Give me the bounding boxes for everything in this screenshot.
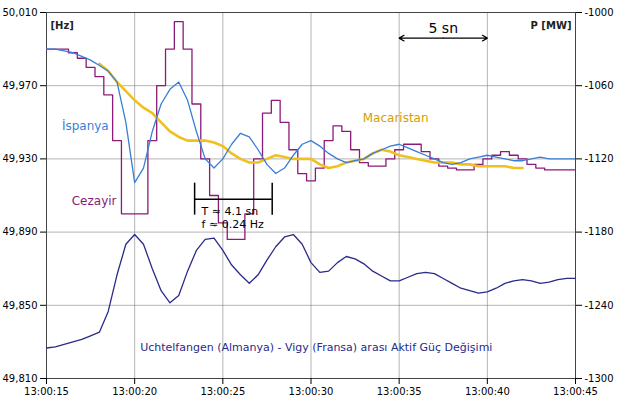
svg-text:T ≈ 4.1 sn: T ≈ 4.1 sn	[201, 205, 259, 218]
svg-text:49,890: 49,890	[3, 226, 38, 237]
svg-text:13:00:45: 13:00:45	[553, 386, 598, 397]
svg-text:13:00:15: 13:00:15	[24, 386, 69, 397]
svg-text:13:00:40: 13:00:40	[465, 386, 510, 397]
svg-text:-1060: -1060	[585, 80, 614, 91]
svg-text:13:00:20: 13:00:20	[112, 386, 157, 397]
svg-text:13:00:25: 13:00:25	[200, 386, 245, 397]
svg-text:-1000: -1000	[585, 7, 614, 18]
svg-text:49,930: 49,930	[3, 153, 38, 164]
svg-text:Uchtelfangen (Almanya) - Vigy: Uchtelfangen (Almanya) - Vigy (Fransa) a…	[140, 341, 492, 354]
svg-text:[Hz]: [Hz]	[51, 20, 74, 31]
svg-text:5 sn: 5 sn	[428, 20, 458, 36]
svg-text:49,850: 49,850	[3, 300, 38, 311]
svg-text:49,970: 49,970	[3, 80, 38, 91]
svg-text:-1120: -1120	[585, 153, 614, 164]
svg-text:-1240: -1240	[585, 300, 614, 311]
svg-text:İspanya: İspanya	[62, 118, 109, 133]
svg-text:Macaristan: Macaristan	[363, 111, 429, 125]
svg-text:Cezayir: Cezayir	[72, 194, 117, 208]
svg-text:13:00:35: 13:00:35	[377, 386, 422, 397]
svg-text:13:00:30: 13:00:30	[289, 386, 334, 397]
svg-text:f ≈ 0.24 Hz: f ≈ 0.24 Hz	[202, 218, 264, 231]
svg-text:-1180: -1180	[585, 226, 614, 237]
svg-text:P [MW]: P [MW]	[531, 20, 572, 31]
svg-text:-1300: -1300	[585, 373, 614, 384]
svg-text:50,010: 50,010	[3, 7, 38, 18]
svg-text:49,810: 49,810	[3, 373, 38, 384]
